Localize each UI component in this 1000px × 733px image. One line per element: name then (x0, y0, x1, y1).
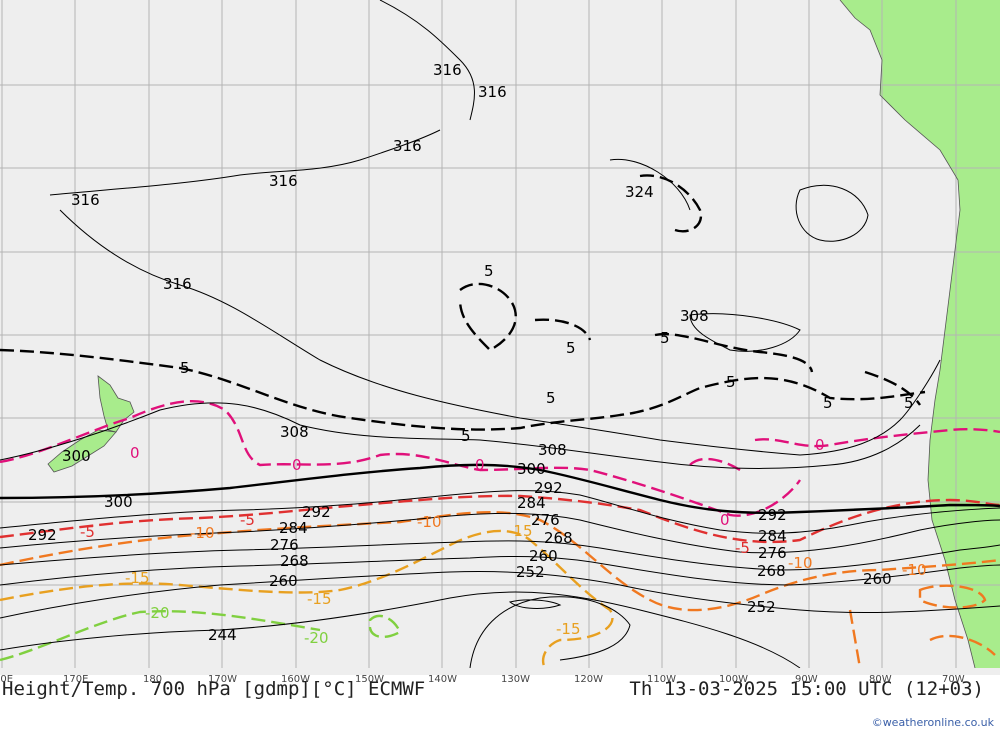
height-label: 284 (758, 527, 787, 545)
temp-label-minus10: -10 (902, 561, 927, 579)
height-label: 300 (62, 447, 91, 465)
isotherm-minus5c (0, 494, 1000, 544)
temp-label-minus10: -10 (788, 554, 813, 572)
map-caption: Height/Temp. 700 hPa [gdmp][°C] ECMWF Th… (0, 674, 1000, 708)
lon-tick: 160W (281, 674, 310, 685)
antarctic-peninsula-land (930, 470, 990, 520)
temp-label-5: 5 (461, 427, 471, 445)
temp-label-5: 5 (546, 389, 556, 407)
temp-label-5: 5 (660, 329, 670, 347)
height-label: 292 (28, 526, 57, 544)
temp-label-5: 5 (180, 359, 190, 377)
isotherm-minus15c (0, 529, 614, 669)
temperature-labels: 5 5 5 5 5 5 5 5 5 0 0 0 0 0 -5 -5 -5 -10… (80, 262, 927, 647)
isotherm-0c (0, 400, 1000, 517)
lon-tick: 90W (795, 674, 818, 685)
height-label: 276 (758, 544, 787, 562)
new-zealand-south-land (48, 430, 116, 472)
temp-label-minus15: -15 (508, 522, 533, 540)
height-label: 308 (280, 423, 309, 441)
temp-label-0: 0 (130, 444, 140, 462)
lon-tick: 130W (501, 674, 530, 685)
temp-label-0: 0 (815, 436, 825, 454)
height-label: 324 (625, 183, 654, 201)
temp-label-minus20: -20 (145, 604, 170, 622)
temp-label-0: 0 (720, 511, 730, 529)
lon-tick: 180 (143, 674, 162, 685)
lon-tick: 170E (63, 674, 88, 685)
height-label: 316 (433, 61, 462, 79)
map-title: Height/Temp. 700 hPa [gdmp][°C] ECMWF (2, 678, 426, 700)
map-valid-time: Th 13-03-2025 15:00 UTC (12+03) (629, 678, 984, 700)
height-label: 268 (280, 552, 309, 570)
temp-label-minus10: -10 (190, 524, 215, 542)
lon-tick: 150W (355, 674, 384, 685)
credit-link[interactable]: ©weatheronline.co.uk (871, 716, 994, 729)
temp-label-minus10: -10 (417, 513, 442, 531)
temp-label-5: 5 (904, 394, 914, 412)
temp-label-5: 5 (823, 394, 833, 412)
height-label: 292 (302, 503, 331, 521)
lon-tick: 100W (719, 674, 748, 685)
height-label: 308 (538, 441, 567, 459)
longitude-ticks: 60E 170E 180 170W 160W 150W 140W 130W 12… (0, 674, 965, 685)
temp-label-minus5: -5 (80, 523, 95, 541)
height-label: 292 (758, 506, 787, 524)
height-label: 252 (516, 563, 545, 581)
temp-label-minus20: -20 (304, 629, 329, 647)
height-label: 316 (393, 137, 422, 155)
temp-label-minus5: -5 (240, 511, 255, 529)
temp-label-5: 5 (484, 262, 494, 280)
lon-tick: 140W (428, 674, 457, 685)
temp-label-minus15: -15 (307, 590, 332, 608)
temp-label-5: 5 (726, 373, 736, 391)
height-label: 316 (478, 83, 507, 101)
height-label: 316 (269, 172, 298, 190)
height-label: 276 (531, 511, 560, 529)
isotherm-minus20c (0, 610, 402, 662)
lon-tick: 70W (942, 674, 965, 685)
height-label: 300 (104, 493, 133, 511)
lon-tick: 170W (208, 674, 237, 685)
height-contours (0, 0, 1000, 669)
lon-tick: 60E (0, 674, 13, 685)
height-label: 316 (163, 275, 192, 293)
height-label: 284 (279, 519, 308, 537)
temp-label-0: 0 (292, 456, 302, 474)
height-label: 284 (517, 494, 546, 512)
lon-tick: 120W (574, 674, 603, 685)
temp-label-minus15: -15 (125, 569, 150, 587)
height-label: 308 (680, 307, 709, 325)
height-label: 260 (529, 547, 558, 565)
height-label: 268 (544, 529, 573, 547)
lon-tick: 110W (647, 674, 676, 685)
height-label: 276 (270, 536, 299, 554)
temp-label-minus15: -15 (556, 620, 581, 638)
height-label: 260 (269, 572, 298, 590)
temp-label-minus5: -5 (735, 539, 750, 557)
temp-label-5: 5 (566, 339, 576, 357)
height-label: 260 (863, 570, 892, 588)
height-labels: 316 316 316 316 316 316 324 308 308 308 … (28, 61, 892, 644)
temp-label-0: 0 (475, 456, 485, 474)
lon-tick: 80W (869, 674, 892, 685)
height-label: 292 (534, 479, 563, 497)
height-label: 316 (71, 191, 100, 209)
height-label: 244 (208, 626, 237, 644)
height-label: 252 (747, 598, 776, 616)
height-label: 300 (517, 460, 546, 478)
height-label: 268 (757, 562, 786, 580)
